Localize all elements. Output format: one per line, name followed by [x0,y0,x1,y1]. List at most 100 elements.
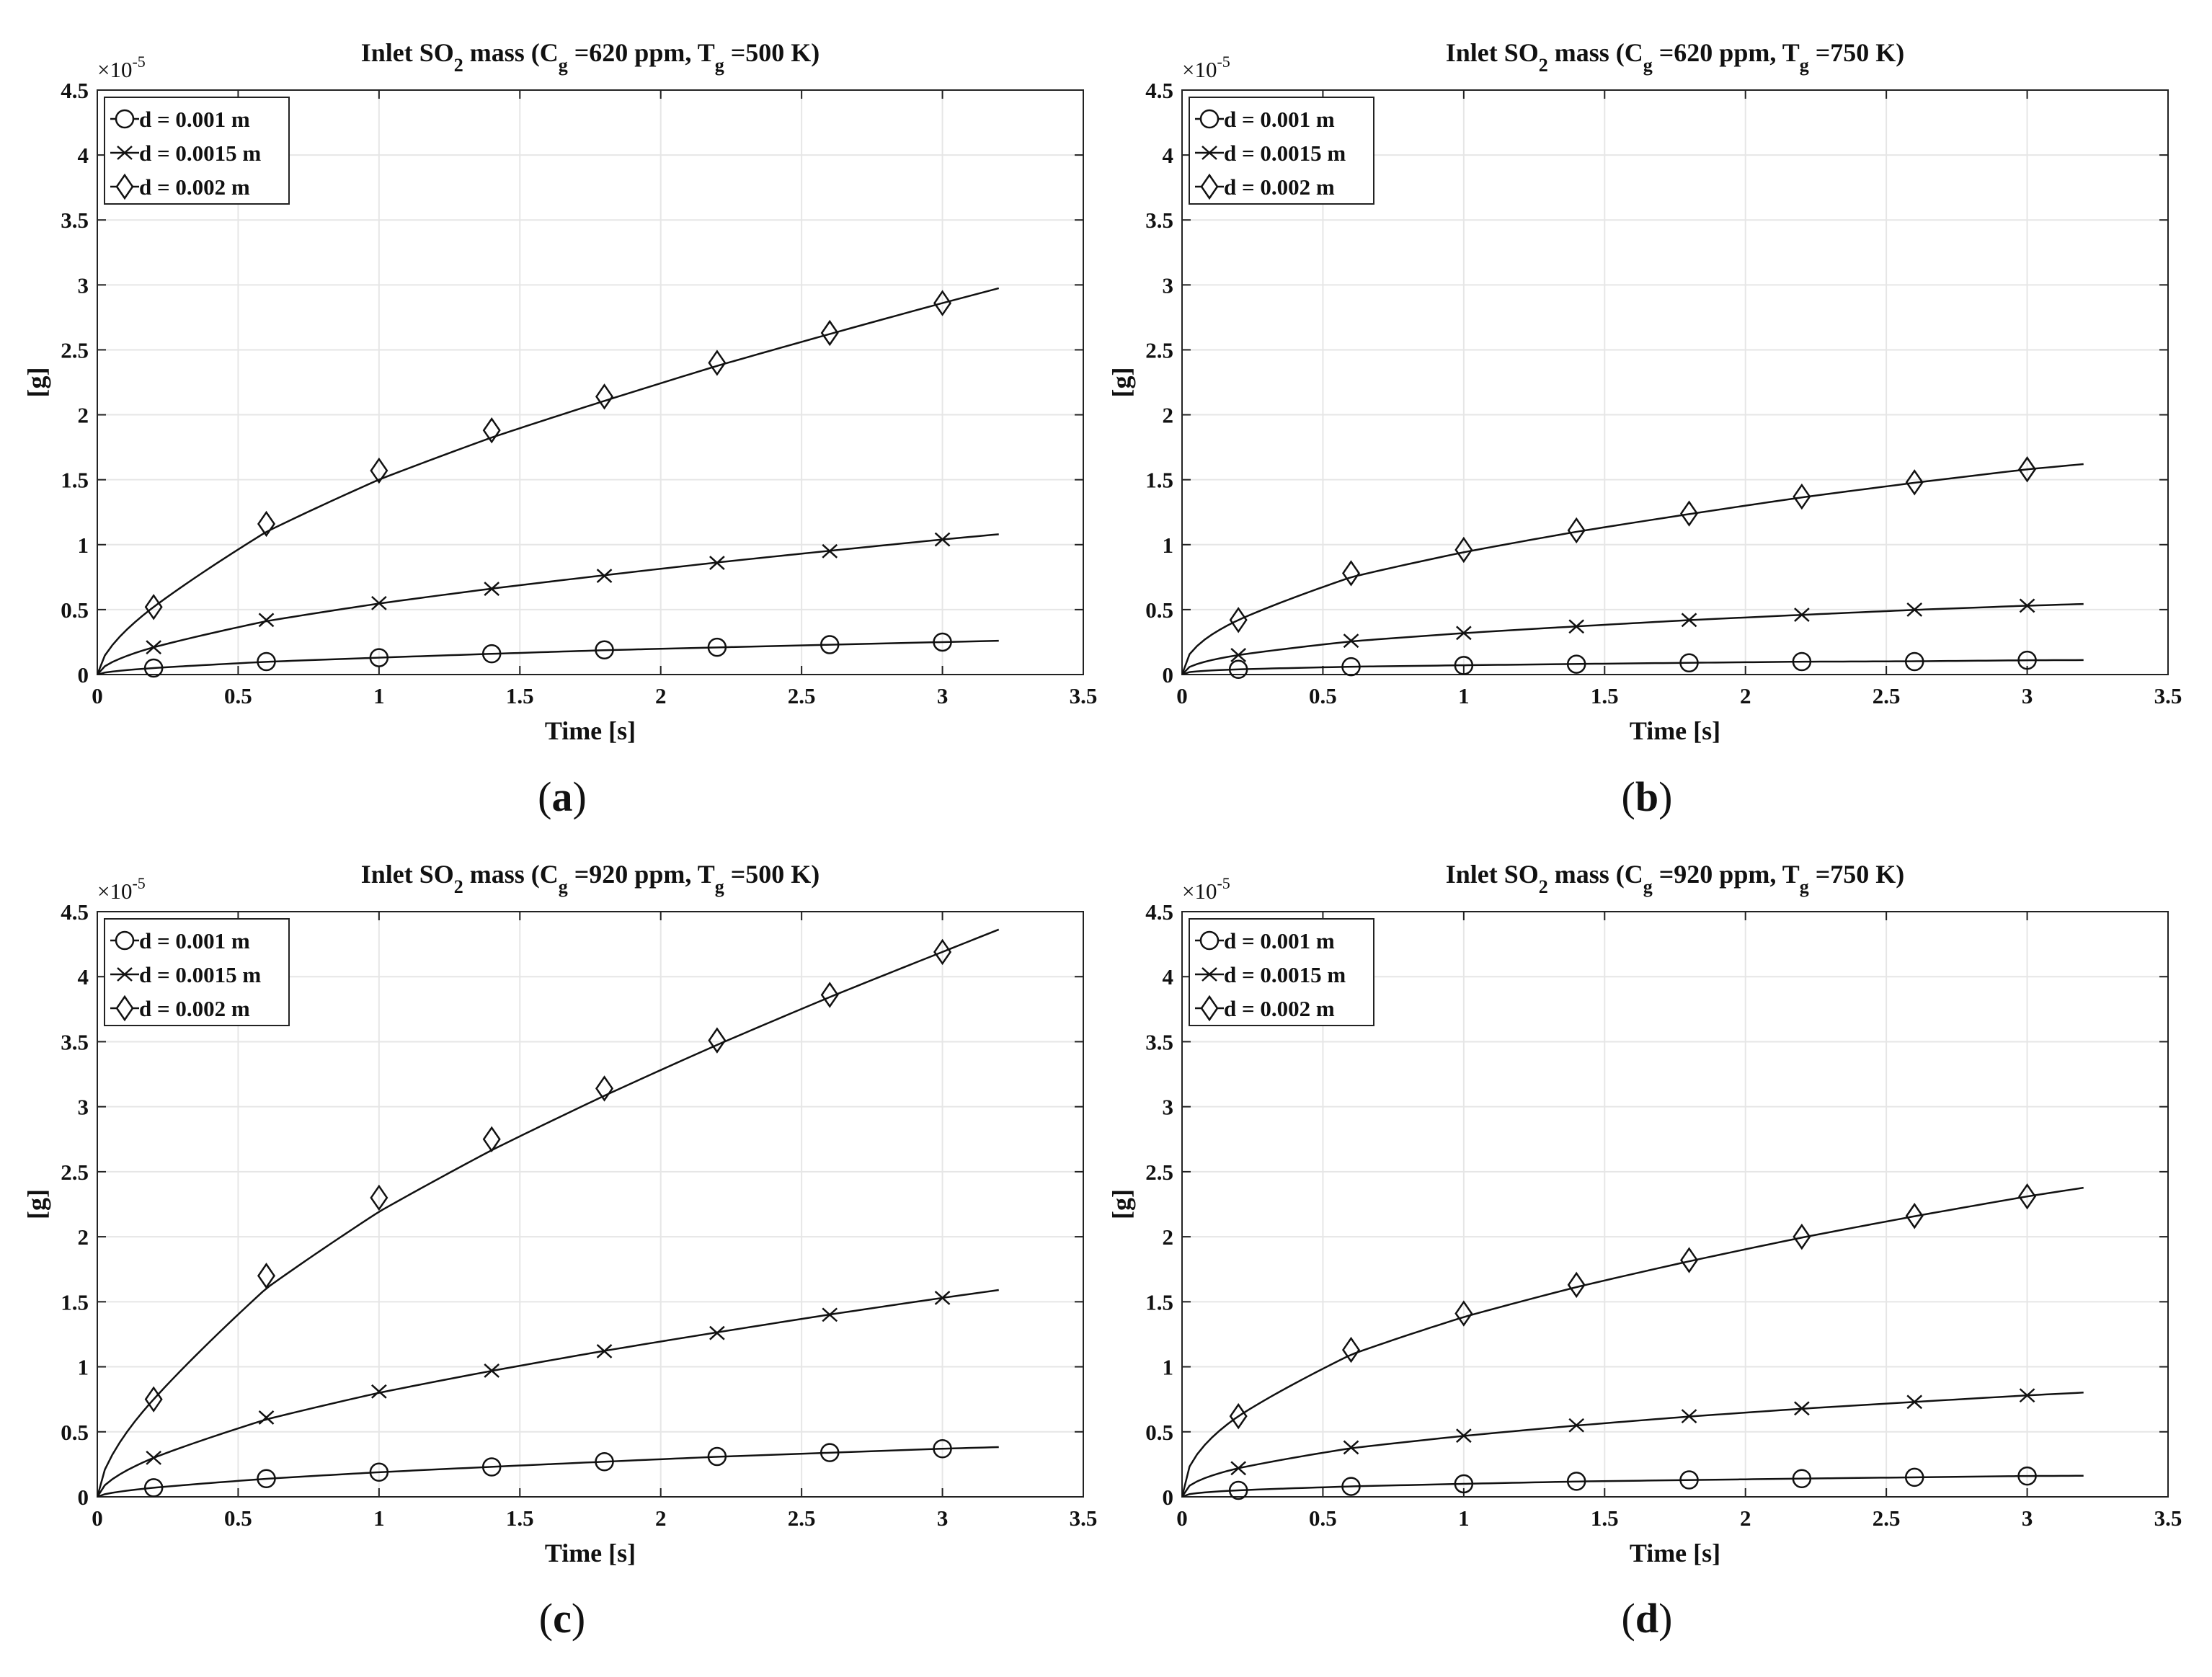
x-tick-label: 2 [655,683,667,708]
legend-marker [115,109,135,129]
caption-paren: ( [538,773,551,820]
y-tick-label: 3.5 [1145,208,1173,233]
series-line [97,1446,999,1497]
y-exponent-power: -5 [132,53,145,71]
data-point [1567,1271,1586,1299]
y-tick-label: 0 [1163,662,1174,688]
y-tick-label: 3.5 [1145,1029,1173,1054]
caption-letter: d [1635,1595,1658,1642]
data-point [2018,456,2037,483]
title-subscript: g [715,55,724,76]
y-tick-label: 0 [78,662,89,688]
y-tick-label: 2.5 [1145,1160,1173,1185]
legend-label: d = 0.0015 m [1224,962,1346,987]
legend-entry: d = 0.002 m [110,173,250,200]
data-point [257,1263,276,1289]
data-point [1229,1402,1248,1430]
caption-letter: c [553,1595,572,1642]
legend-label: d = 0.0015 m [1224,141,1346,166]
data-point [1792,1469,1812,1488]
y-tick-label: 4.5 [61,78,89,103]
panel-caption: (c) [539,1595,585,1642]
data-point [482,417,501,444]
legend-marker [117,146,133,160]
y-exponent: ×10-5 [97,53,146,82]
legend-label: d = 0.001 m [139,928,250,953]
caption-letter: a [552,773,573,820]
y-axis-label: [g] [22,368,51,398]
y-tick-label: 0.5 [1145,1420,1173,1445]
legend-entry: d = 0.001 m [110,107,250,132]
data-point [820,319,839,347]
x-tick-label: 0 [92,683,103,708]
data-point [370,457,388,484]
data-point [143,1478,164,1498]
caption-paren: ) [572,1595,585,1642]
data-point [369,648,389,667]
data-point [1905,469,1924,496]
data-point [1679,1470,1699,1490]
caption-paren: ) [1658,773,1672,820]
x-tick-label: 2 [1740,683,1751,708]
x-tick-label: 0.5 [1309,683,1337,708]
data-point [933,632,952,652]
series-diamond [97,928,1000,1497]
data-point [1454,1474,1474,1494]
series-x [97,532,999,675]
data-point [1454,1300,1473,1327]
y-tick-label: 2.5 [61,1160,89,1185]
legend-label: d = 0.002 m [1224,996,1335,1021]
legend-marker [115,995,134,1022]
chart-title: Inlet SO2 mass (Cg =920 ppm, Tg =750 K) [1446,860,1904,897]
x-tick-label: 2 [1740,1505,1751,1531]
legend-marker [1199,930,1220,951]
data-point [258,613,275,628]
y-tick-label: 3 [78,1095,89,1120]
x-tick-label: 0.5 [224,683,252,708]
panel-caption: (b) [1622,773,1673,820]
y-tick-label: 1.5 [61,468,89,493]
data-point [1454,656,1474,675]
series-diamond [1182,456,2084,675]
x-tick-label: 3 [937,683,949,708]
x-tick-label: 1 [373,1505,385,1531]
chart-panel-b: 0 0.5 1 1.5 2 2.5 3 3.5 0 0.5 1 1.5 2 2.5 3 3.5 4 4.5 ×10-… [1107,38,2182,820]
chart-title: Inlet SO2 mass (Cg =620 ppm, Tg =500 K) [361,38,819,76]
data-point [1905,1203,1924,1229]
data-point [2018,1183,2037,1210]
y-tick-label: 2 [78,1224,89,1250]
y-exponent-base: ×10 [97,878,132,904]
y-tick-label: 1.5 [1145,1289,1173,1315]
data-point [595,640,614,660]
data-point [481,644,502,664]
data-point [708,350,727,376]
data-point [369,1462,389,1482]
x-tick-label: 0.5 [224,1505,252,1531]
title-text: =500 K) [724,860,820,889]
y-tick-label: 1 [78,533,89,558]
legend-entry: d = 0.0015 m [110,962,261,987]
y-tick-label: 4.5 [61,899,89,925]
data-point [819,635,840,654]
legend-entry: d = 0.001 m [110,928,250,953]
series-line [97,287,1000,675]
x-tick-label: 0 [92,1505,103,1531]
x-tick-label: 3.5 [1070,683,1098,708]
y-tick-label: 4 [78,143,89,168]
y-exponent-power: -5 [132,874,145,892]
data-point [1230,648,1247,662]
data-point [820,982,839,1008]
y-tick-label: 1.5 [1145,468,1173,493]
x-tick-label: 1 [1458,683,1470,708]
data-point [1680,500,1699,527]
title-subscript: g [559,55,568,76]
data-point [370,1184,388,1211]
x-tick-label: 2.5 [788,1505,816,1531]
legend-marker [1202,967,1217,982]
caption-paren: ( [1622,773,1635,820]
x-tick-label: 3.5 [2154,683,2182,708]
title-text: mass (C [463,38,559,67]
y-axis-label: [g] [1107,1189,1136,1219]
legend-entry: d = 0.002 m [110,995,250,1022]
